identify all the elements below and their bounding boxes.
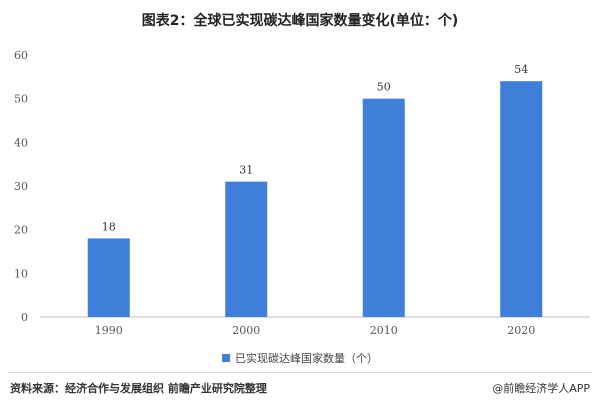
y-tick-label: 10 <box>14 267 28 280</box>
bar-2020 <box>500 81 543 317</box>
data-label-2000: 31 <box>239 164 253 177</box>
footer-divider <box>8 372 592 373</box>
y-tick-label: 0 <box>21 311 28 324</box>
y-tick-label: 20 <box>14 224 28 237</box>
data-label-2010: 50 <box>377 81 391 94</box>
bar-2010 <box>362 98 405 318</box>
y-tick-label: 50 <box>14 93 28 106</box>
source-note: 资料来源：经济合作与发展组织 前瞻产业研究院整理 <box>10 382 267 395</box>
bar-chart: 0 10 20 30 40 50 60 18 31 50 54 1990 2000 2010 2020 <box>14 49 590 337</box>
chart-title: 图表2：全球已实现碳达峰国家数量变化(单位：个) <box>141 13 459 29</box>
x-tick-label-2000: 2000 <box>232 324 260 337</box>
x-tick-label-2020: 2020 <box>507 324 535 337</box>
legend-swatch <box>222 354 230 362</box>
y-axis-ticks: 0 10 20 30 40 50 60 <box>14 49 28 324</box>
data-labels: 18 31 50 54 <box>102 63 529 233</box>
credit-note: @前瞻经济学人APP <box>492 382 590 395</box>
legend: 已实现碳达峰国家数量（个） <box>0 350 600 366</box>
y-tick-label: 30 <box>14 180 28 193</box>
y-tick-label: 40 <box>14 136 28 149</box>
bars <box>87 81 543 318</box>
data-label-2020: 54 <box>514 63 528 76</box>
x-tick-label-2010: 2010 <box>370 324 398 337</box>
x-tick-label-1990: 1990 <box>95 324 123 337</box>
y-tick-label: 60 <box>14 49 28 62</box>
x-axis-ticks: 1990 2000 2010 2020 <box>95 324 536 337</box>
legend-label: 已实现碳达峰国家数量（个） <box>235 352 378 365</box>
bar-1990 <box>87 238 130 317</box>
bar-2000 <box>225 181 268 317</box>
data-label-1990: 18 <box>102 220 116 233</box>
